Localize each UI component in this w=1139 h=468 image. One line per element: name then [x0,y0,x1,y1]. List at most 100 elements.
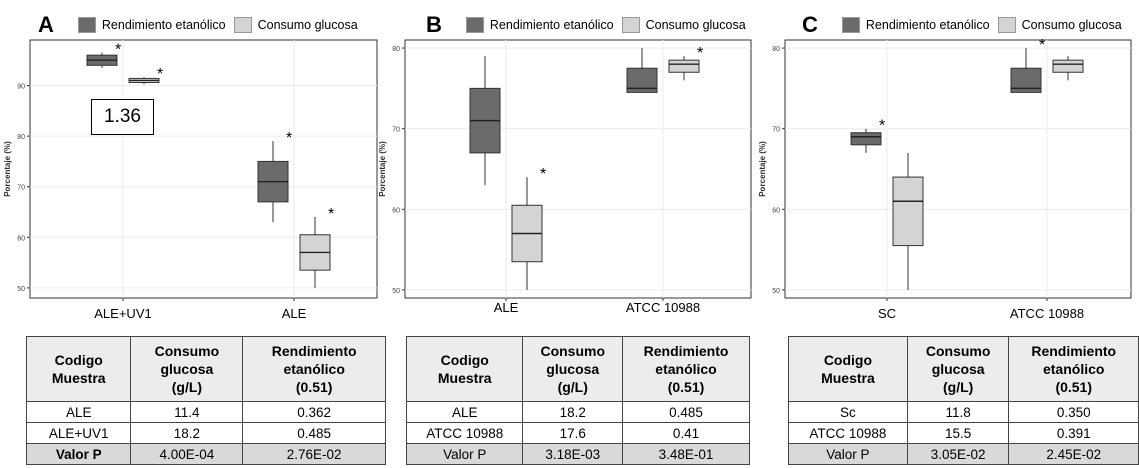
box-rendimiento-etanólico-atcc-10988: * [1010,37,1045,93]
table-cell: 0.391 [1008,422,1139,444]
table-cell: 4.00E-04 [130,443,244,465]
table-header-cell: Rendimiento etanólico (0.51) [622,336,750,402]
stats-table-a: Codigo Muestra Consumo glucosa (g/L) Rendimie… [25,336,386,465]
table-cell: 0.350 [1008,401,1139,423]
table-cell: 3.18E-03 [522,443,624,465]
boxplot-b: 50 60 70 80 Porcentaje (%) ALE ATCC 10988 * * [378,39,752,315]
significance-star: * [540,166,546,183]
box-body [892,176,924,247]
box-body [668,59,700,73]
table-row: Sc 11.8 0.350 [788,401,1139,423]
legend-label-ethanol: Rendimiento etanólico [865,18,990,32]
x-category-label: ALE [494,300,519,315]
table-cell: 11.4 [130,401,244,423]
table-cell: 18.2 [522,401,624,423]
y-tick-label: 70 [17,185,25,192]
x-category-label: ALE+UV1 [94,306,151,321]
panel-letter-c: C [802,12,818,37]
table-pvalue-row: Valor P 3.18E-03 3.48E-01 [405,443,750,465]
panel-b: B Rendimiento etanólico Consumo glucosa … [378,0,760,468]
table-cell: 18.2 [130,422,244,444]
panel-letter-a: A [38,12,54,37]
y-axis-label: Porcentaje (%) [3,141,12,197]
box-rendimiento-etanólico-ale-uv1: * [86,42,121,68]
boxplot-a: 50 60 70 80 90 Porcentaje (%) ALE+UV1 ALE * * * * [3,39,378,321]
table-cell: 0.485 [242,422,386,444]
box-body [850,132,882,146]
y-tick-label: 50 [392,288,400,295]
stats-table-b: Codigo Muestra Consumo glucosa (g/L) Rendimie… [405,336,750,465]
legend-swatch-glucose [233,17,252,33]
y-axis-label: Porcentaje (%) [378,141,387,197]
box-consumo-glucosa-atcc-10988 [1052,56,1084,81]
table-cell: 3.48E-01 [622,443,750,465]
table-row: ALE 18.2 0.485 [405,401,750,423]
table-header-cell: Consumo glucosa (g/L) [522,336,624,402]
table-cell: 15.5 [906,422,1010,444]
y-tick-label: 60 [772,207,780,214]
table-cell: Valor P [405,443,524,465]
legend-label-ethanol: Rendimiento etanólico [101,18,226,32]
table-cell: ALE [405,401,524,423]
legend-label-ethanol: Rendimiento etanólico [489,18,614,32]
box-rendimiento-etanólico-sc: * [850,118,885,153]
legend-swatch-ethanol [77,17,96,33]
significance-star: * [879,118,885,135]
legend-swatch-glucose [997,17,1016,33]
table-header-row: Codigo Muestra Consumo glucosa (g/L) Rendimie… [405,336,750,402]
legend-b: B Rendimiento etanólico Consumo glucosa [426,12,754,38]
box-rendimiento-etanólico-ale: * [257,130,292,223]
box-body [1052,59,1084,73]
y-tick-label: 60 [17,235,25,242]
table-cell: 0.362 [242,401,386,423]
box-rendimiento-etanólico-ale [469,56,501,186]
x-category-label: SC [878,306,896,321]
boxplot-c: 50 60 70 80 Porcentaje (%) SC ATCC 10988 * * [758,37,1132,321]
table-cell: 11.8 [906,401,1010,423]
table-header-cell: Consumo glucosa (g/L) [906,336,1010,402]
y-tick-label: 70 [772,127,780,134]
legend-swatch-glucose [621,17,640,33]
legend-c: C Rendimiento etanólico Consumo glucosa [802,12,1130,38]
x-category-label: ALE [282,306,307,321]
box-consumo-glucosa-sc [892,152,924,290]
table-cell: Valor P [788,443,908,465]
table-row: ATCC 10988 17.6 0.41 [405,422,750,444]
significance-star: * [697,45,703,62]
table-row: ALE+UV1 18.2 0.485 [25,422,386,444]
box-consumo-glucosa-ale: * [299,206,334,288]
table-cell: Sc [788,401,908,423]
box-consumo-glucosa-ale-uv1: * [128,66,163,85]
table-header-cell: Codigo Muestra [405,336,524,402]
y-tick-label: 50 [772,288,780,295]
significance-star: * [328,206,334,223]
y-tick-label: 70 [392,127,400,134]
y-tick-label: 50 [17,286,25,293]
table-row: ALE 11.4 0.362 [25,401,386,423]
significance-star: * [1039,37,1045,54]
panel-a: A Rendimiento etanólico Consumo glucosa … [0,0,386,468]
x-category-label: ATCC 10988 [1010,306,1084,321]
significance-star: * [286,130,292,147]
table-pvalue-row: Valor P 4.00E-04 2.76E-02 [25,443,386,465]
y-axis-label: Porcentaje (%) [758,141,767,197]
table-cell: ATCC 10988 [788,422,908,444]
plot-area [404,39,752,299]
table-header-cell: Codigo Muestra [788,336,908,402]
table-cell: 2.45E-02 [1008,443,1139,465]
y-tick-label: 60 [392,207,400,214]
table-cell: ALE+UV1 [25,422,132,444]
table-header-cell: Rendimiento etanólico (0.51) [242,336,386,402]
x-category-label: ATCC 10988 [626,300,700,315]
stats-table-c: Codigo Muestra Consumo glucosa (g/L) Rendimie… [788,336,1139,465]
table-cell: 0.485 [622,401,750,423]
table-cell: 3.05E-02 [906,443,1010,465]
annotation-box: 1.36 [91,99,154,135]
table-header-cell: Rendimiento etanólico (0.51) [1008,336,1139,402]
table-row: ATCC 10988 15.5 0.391 [788,422,1139,444]
significance-star: * [115,42,121,59]
table-cell: 2.76E-02 [242,443,386,465]
table-cell: Valor P [25,443,132,465]
legend-swatch-ethanol [841,17,860,33]
table-header-row: Codigo Muestra Consumo glucosa (g/L) Rendimie… [788,336,1139,402]
